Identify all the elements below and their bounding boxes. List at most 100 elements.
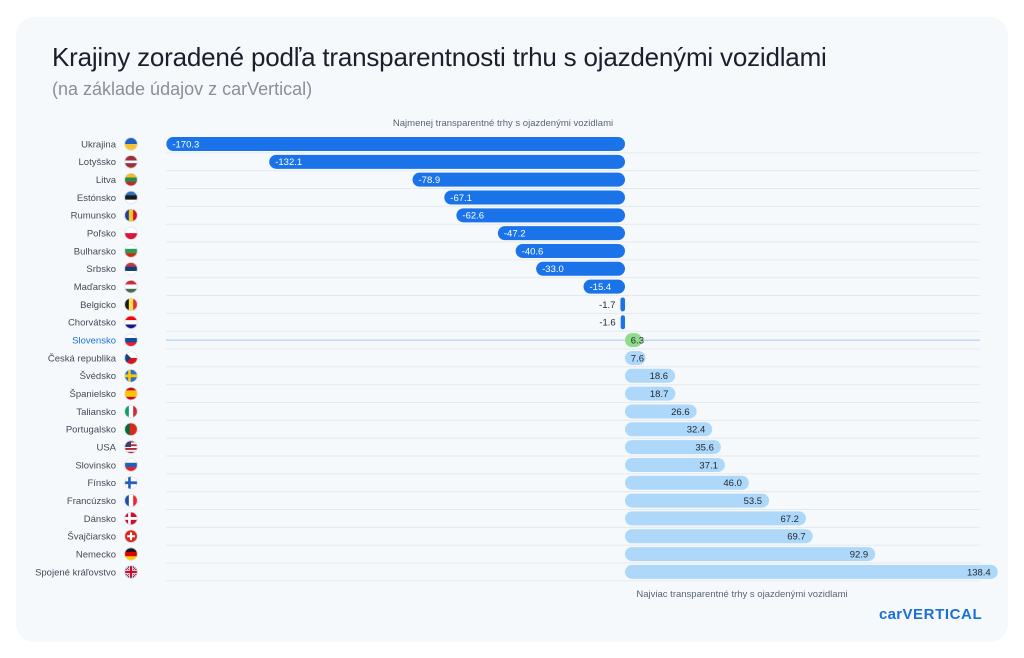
- value-label: 92.9: [850, 549, 869, 560]
- flag-denmark-icon: [124, 511, 138, 525]
- flag-belgium-icon: [124, 297, 138, 311]
- category-label: Maďarsko: [74, 282, 116, 293]
- category-label: Litva: [96, 175, 117, 186]
- category-label: Portugalsko: [66, 425, 116, 436]
- bar: [625, 529, 813, 544]
- flag-lithuania-icon: [124, 173, 138, 187]
- category-label: Španielsko: [70, 389, 116, 400]
- bar: [536, 261, 625, 276]
- bar: [444, 190, 625, 205]
- bar: [625, 333, 642, 348]
- value-label: -62.6: [462, 211, 484, 222]
- bar: [625, 404, 697, 419]
- value-label: 53.5: [744, 496, 763, 507]
- category-label: Švajčiarsko: [67, 532, 116, 543]
- flag-portugal-icon: [124, 422, 138, 436]
- flag-germany-icon: [124, 547, 138, 561]
- flag-latvia-icon: [124, 155, 138, 169]
- value-label: 26.6: [671, 407, 690, 418]
- flag-croatia-icon: [124, 315, 138, 329]
- category-label: Spojené kráľovstvo: [35, 567, 116, 578]
- bar: [625, 493, 770, 508]
- value-label: -15.4: [590, 282, 612, 293]
- value-label: 18.7: [650, 389, 669, 400]
- bar: [625, 440, 721, 455]
- value-label: -67.1: [450, 193, 472, 204]
- category-label: Ukrajina: [81, 139, 117, 150]
- category-label: Dánsko: [84, 514, 116, 525]
- bar: [625, 368, 676, 383]
- value-label: -1.7: [599, 300, 615, 311]
- category-label: Rumunsko: [71, 211, 116, 222]
- flag-slovakia-icon: [124, 333, 138, 347]
- chart-card: [16, 17, 1008, 642]
- bar: [625, 564, 998, 579]
- bar: [625, 350, 646, 365]
- value-label: 46.0: [723, 478, 742, 489]
- category-label: Bulharsko: [74, 246, 116, 257]
- value-label: 7.6: [631, 353, 644, 364]
- category-label: Česká republika: [48, 353, 117, 364]
- category-label: Chorvátsko: [68, 318, 116, 329]
- category-label: Francúzsko: [67, 496, 116, 507]
- category-label: Fínsko: [87, 478, 116, 489]
- flag-usa-icon: [124, 440, 138, 454]
- value-label: -33.0: [542, 264, 564, 275]
- flag-czechia-icon: [124, 351, 138, 365]
- category-label: Švédsko: [80, 371, 116, 382]
- bar: [515, 243, 625, 258]
- bar: [456, 208, 625, 223]
- flag-hungary-icon: [124, 280, 138, 294]
- value-label: -40.6: [522, 246, 544, 257]
- value-label: 6.3: [631, 336, 644, 347]
- flag-switzerland-icon: [124, 529, 138, 543]
- bar: [625, 386, 676, 401]
- value-label: 18.6: [650, 371, 669, 382]
- value-label: -170.3: [172, 139, 199, 150]
- bar: [269, 154, 625, 169]
- flag-bulgaria-icon: [124, 244, 138, 258]
- flag-france-icon: [124, 494, 138, 508]
- value-label: -47.2: [504, 229, 526, 240]
- bar: [412, 172, 625, 187]
- flag-serbia-icon: [124, 262, 138, 276]
- top-note: Najmenej transparentné trhy s ojazdenými…: [393, 118, 613, 129]
- bar: [625, 422, 713, 437]
- flag-estonia-icon: [124, 190, 138, 204]
- bar: [625, 511, 806, 526]
- category-label: USA: [96, 443, 116, 454]
- value-label: -78.9: [419, 175, 441, 186]
- category-label: Estónsko: [77, 193, 116, 204]
- category-label: Poľsko: [87, 229, 116, 240]
- bar: [497, 226, 625, 241]
- value-label: 67.2: [780, 514, 799, 525]
- flag-spain-icon: [124, 387, 138, 401]
- value-label: 32.4: [687, 425, 706, 436]
- flag-ukraine-icon: [124, 137, 138, 151]
- flag-sweden-icon: [124, 369, 138, 383]
- flag-slovenia-icon: [124, 458, 138, 472]
- category-label: Slovensko: [72, 336, 116, 347]
- flag-romania-icon: [124, 208, 138, 222]
- flag-italy-icon: [124, 404, 138, 418]
- bottom-note: Najviac transparentné trhy s ojazdenými …: [636, 589, 847, 600]
- flag-poland-icon: [124, 226, 138, 240]
- value-label: -132.1: [275, 157, 302, 168]
- value-label: 37.1: [699, 460, 718, 471]
- category-label: Taliansko: [76, 407, 116, 418]
- bar: [625, 457, 725, 472]
- bar: [620, 297, 625, 312]
- value-label: 69.7: [787, 532, 806, 543]
- value-label: 138.4: [967, 567, 991, 578]
- brand-logo: carVERTICAL: [879, 606, 983, 623]
- category-label: Srbsko: [86, 264, 116, 275]
- bar: [620, 315, 625, 330]
- value-label: 35.6: [695, 443, 714, 454]
- bar: [625, 475, 749, 490]
- category-label: Belgicko: [80, 300, 116, 311]
- chart-subtitle: (na základe údajov z carVertical): [52, 79, 313, 99]
- flag-uk-icon: [124, 565, 138, 579]
- bar: [166, 137, 626, 151]
- chart-title: Krajiny zoradené podľa transparentnosti …: [52, 42, 827, 72]
